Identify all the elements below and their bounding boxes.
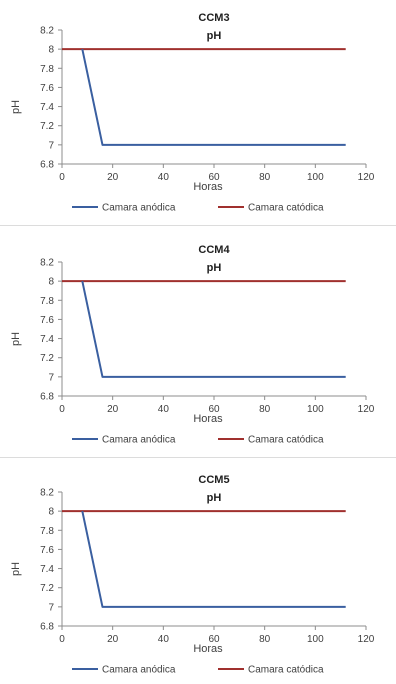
x-tick-label: 60	[208, 404, 220, 415]
y-tick-label: 8.2	[40, 488, 54, 499]
x-tick-label: 120	[358, 172, 375, 183]
y-tick-label: 7.8	[40, 64, 54, 75]
x-axis-label: Horas	[193, 181, 223, 193]
chart-separator	[0, 225, 396, 226]
x-tick-label: 0	[59, 172, 65, 183]
y-tick-label: 7.6	[40, 315, 54, 326]
x-tick-label: 20	[107, 172, 119, 183]
y-tick-label: 8.2	[40, 26, 54, 37]
y-tick-label: 8	[48, 45, 54, 56]
x-axis-label: Horas	[193, 413, 223, 425]
y-tick-label: 7	[48, 140, 54, 151]
chart-panel-ccm3: CCM3 pH 6.8 7 7.2 7.4 7.6 7.8 8 8.2 0 20 40 60 80 100 12…	[0, 0, 396, 222]
y-tick-label: 6.8	[40, 160, 54, 171]
legend-label-cathodic: Camara catódica	[248, 435, 324, 446]
legend-label-anodic: Camara anódica	[102, 203, 176, 214]
chart-ccm3: CCM3 pH 6.8 7 7.2 7.4 7.6 7.8 8 8.2 0 20 40 60 80 100 12…	[10, 12, 375, 214]
y-tick-label: 7.8	[40, 296, 54, 307]
x-tick-label: 80	[259, 404, 271, 415]
y-tick-label: 7.4	[40, 334, 54, 345]
chart-ccm5: CCM5 pH 6.8 7 7.2 7.4 7.6 7.8 8 8.2 0 20 40 60 80 100 12…	[10, 474, 375, 676]
legend-label-anodic: Camara anódica	[102, 435, 176, 446]
x-tick-label: 0	[59, 404, 65, 415]
legend-label-anodic: Camara anódica	[102, 665, 176, 676]
y-tick-label: 7.4	[40, 102, 54, 113]
series-line-anodic	[81, 48, 346, 146]
chart-title: CCM4	[198, 244, 230, 256]
x-tick-label: 60	[208, 634, 220, 645]
x-tick-label: 80	[259, 172, 271, 183]
chart-separator	[0, 457, 396, 458]
x-tick-label: 120	[358, 404, 375, 415]
y-axis-label: pH	[10, 100, 22, 114]
legend-label-cathodic: Camara catódica	[248, 665, 324, 676]
x-tick-label: 100	[307, 172, 324, 183]
x-tick-label: 40	[158, 404, 170, 415]
x-tick-label: 80	[259, 634, 271, 645]
x-tick-label: 60	[208, 172, 220, 183]
x-tick-label: 20	[107, 634, 119, 645]
series-line-anodic	[81, 510, 346, 608]
x-tick-label: 100	[307, 404, 324, 415]
y-tick-label: 7.2	[40, 583, 54, 594]
chart-title: CCM3	[198, 12, 229, 24]
y-tick-label: 7	[48, 602, 54, 613]
y-tick-label: 6.8	[40, 622, 54, 633]
y-axis-label: pH	[10, 332, 22, 346]
y-tick-label: 7.2	[40, 353, 54, 364]
y-tick-label: 7.4	[40, 564, 54, 575]
y-tick-label: 6.8	[40, 392, 54, 403]
x-tick-label: 120	[358, 634, 375, 645]
chart-subtitle: pH	[207, 492, 222, 504]
y-tick-label: 8	[48, 277, 54, 288]
x-tick-label: 100	[307, 634, 324, 645]
chart-panel-ccm5: CCM5 pH 6.8 7 7.2 7.4 7.6 7.8 8 8.2 0 20 40 60 80 100 12…	[0, 462, 396, 684]
x-tick-label: 0	[59, 634, 65, 645]
y-tick-label: 8.2	[40, 258, 54, 269]
y-tick-label: 7.2	[40, 121, 54, 132]
chart-subtitle: pH	[207, 30, 222, 42]
chart-ccm4: CCM4 pH 6.8 7 7.2 7.4 7.6 7.8 8 8.2 0 20 40 60 80 100 12…	[10, 244, 375, 446]
y-tick-label: 7	[48, 372, 54, 383]
x-tick-label: 40	[158, 172, 170, 183]
chart-title: CCM5	[198, 474, 229, 486]
y-axis-label: pH	[10, 562, 22, 576]
series-line-anodic	[81, 280, 346, 378]
chart-subtitle: pH	[207, 262, 222, 274]
chart-panel-ccm4: CCM4 pH 6.8 7 7.2 7.4 7.6 7.8 8 8.2 0 20 40 60 80 100 12…	[0, 232, 396, 454]
y-tick-label: 7.8	[40, 526, 54, 537]
legend-label-cathodic: Camara catódica	[248, 203, 324, 214]
y-tick-label: 7.6	[40, 545, 54, 556]
y-tick-label: 8	[48, 507, 54, 518]
x-axis-label: Horas	[193, 643, 223, 655]
x-tick-label: 40	[158, 634, 170, 645]
y-tick-label: 7.6	[40, 83, 54, 94]
x-tick-label: 20	[107, 404, 119, 415]
